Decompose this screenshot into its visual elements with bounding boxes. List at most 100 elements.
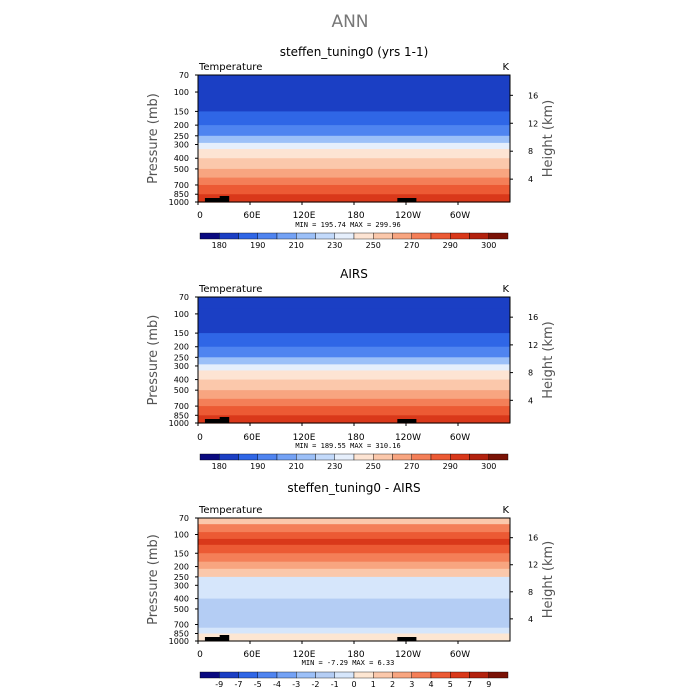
pressure-tick-label: 850: [174, 629, 189, 638]
pressure-tick-label: 250: [174, 132, 189, 141]
legend-swatch: [392, 671, 412, 679]
lon-tick-label: 60W: [450, 650, 470, 660]
legend-label: -1: [331, 680, 339, 689]
legend-swatch: [276, 671, 297, 679]
legend-swatch: [238, 232, 258, 240]
pressure-tick-label: 70: [179, 71, 189, 80]
height-tick-label: 16: [528, 313, 538, 322]
legend-label: -4: [273, 680, 281, 689]
legend-swatch: [353, 232, 374, 240]
legend-label: 210: [289, 462, 304, 471]
contour-band: [198, 158, 510, 170]
pressure-tick-label: 400: [174, 154, 189, 163]
legend-label: 3: [409, 680, 414, 689]
legend-swatch: [469, 232, 489, 240]
variable-label: Temperature: [198, 505, 262, 516]
height-tick-label: 16: [528, 534, 538, 543]
legend-label: 300: [481, 241, 496, 250]
legend-swatch: [373, 671, 393, 679]
contour-band: [198, 142, 510, 150]
pressure-tick-label: 500: [174, 165, 189, 174]
contour-band: [198, 194, 510, 203]
legend-swatch: [488, 232, 509, 240]
lon-tick-label: 180: [347, 433, 364, 443]
height-tick-label: 12: [528, 561, 538, 570]
contour-band: [198, 568, 510, 578]
legend-label: 300: [481, 462, 496, 471]
legend-label: 7: [467, 680, 472, 689]
legend-label: 250: [366, 462, 381, 471]
pressure-tick-label: 1000: [169, 198, 189, 207]
legend-swatch: [430, 232, 451, 240]
legend-swatch: [296, 232, 316, 240]
legend-label: 210: [289, 241, 304, 250]
contour-band: [198, 576, 510, 600]
figure-title: ANN: [331, 12, 369, 32]
legend-swatch: [199, 232, 220, 240]
lon-tick-label: 60E: [243, 650, 260, 660]
pressure-tick-label: 150: [174, 107, 189, 116]
y-axis-label: Pressure (mb): [146, 315, 161, 406]
pressure-tick-label: 150: [174, 329, 189, 338]
contour-band: [198, 149, 510, 159]
topography-mask: [204, 637, 224, 641]
legend-swatch: [373, 232, 393, 240]
legend-swatch: [296, 671, 316, 679]
legend-label: 230: [327, 241, 342, 250]
legend-swatch: [296, 453, 316, 461]
lon-tick-label: 120W: [395, 211, 421, 221]
legend-swatch: [238, 453, 258, 461]
legend-swatch: [257, 671, 278, 679]
legend-label: -3: [292, 680, 300, 689]
y-axis-label: Pressure (mb): [146, 534, 161, 625]
legend-label: 230: [327, 462, 342, 471]
lon-tick-label: 60W: [450, 433, 470, 443]
legend-label: 0: [351, 680, 356, 689]
pressure-tick-label: 100: [174, 88, 189, 97]
pressure-tick-label: 200: [174, 343, 189, 352]
height-tick-label: 4: [528, 175, 533, 184]
pressure-tick-label: 250: [174, 353, 189, 362]
legend-label: -9: [215, 680, 223, 689]
legend-label: 5: [448, 680, 453, 689]
topography-mask: [397, 419, 417, 423]
contour-band: [198, 333, 510, 348]
legend-swatch: [430, 453, 451, 461]
y-axis-label: Pressure (mb): [146, 93, 161, 184]
height-tick-label: 8: [528, 588, 533, 597]
legend-swatch: [199, 671, 220, 679]
y2-axis-label: Height (km): [541, 321, 556, 398]
topography-mask: [397, 198, 417, 202]
contour-band: [198, 370, 510, 381]
panel-title: AIRS: [340, 267, 368, 281]
contour-band: [198, 87, 510, 112]
y2-axis-label: Height (km): [541, 541, 556, 618]
topography-mask: [204, 198, 224, 202]
pressure-tick-label: 850: [174, 190, 189, 199]
legend-swatch: [373, 453, 393, 461]
contour-band: [198, 532, 510, 540]
legend-swatch: [488, 671, 509, 679]
legend-swatch: [276, 232, 297, 240]
units-label: K: [502, 505, 509, 516]
pressure-tick-label: 400: [174, 595, 189, 604]
contour-band: [198, 608, 510, 622]
contour-band: [198, 177, 510, 186]
legend-swatch: [392, 453, 412, 461]
legend-swatch: [469, 453, 489, 461]
pressure-tick-label: 70: [179, 514, 189, 523]
legend-label: 290: [443, 462, 458, 471]
min-max-stats: MIN = 189.55 MAX = 310.16: [295, 442, 400, 450]
contour-band: [198, 379, 510, 391]
lon-tick-label: 0: [197, 650, 203, 660]
legend-swatch: [430, 671, 451, 679]
legend-label: 180: [212, 462, 227, 471]
lon-tick-label: 120W: [395, 650, 421, 660]
contour-band: [198, 633, 510, 642]
legend-label: 4: [428, 680, 433, 689]
pressure-tick-label: 300: [174, 141, 189, 150]
panel-title: steffen_tuning0 (yrs 1-1): [280, 45, 429, 59]
contour-band: [198, 357, 510, 365]
height-tick-label: 12: [528, 341, 538, 350]
